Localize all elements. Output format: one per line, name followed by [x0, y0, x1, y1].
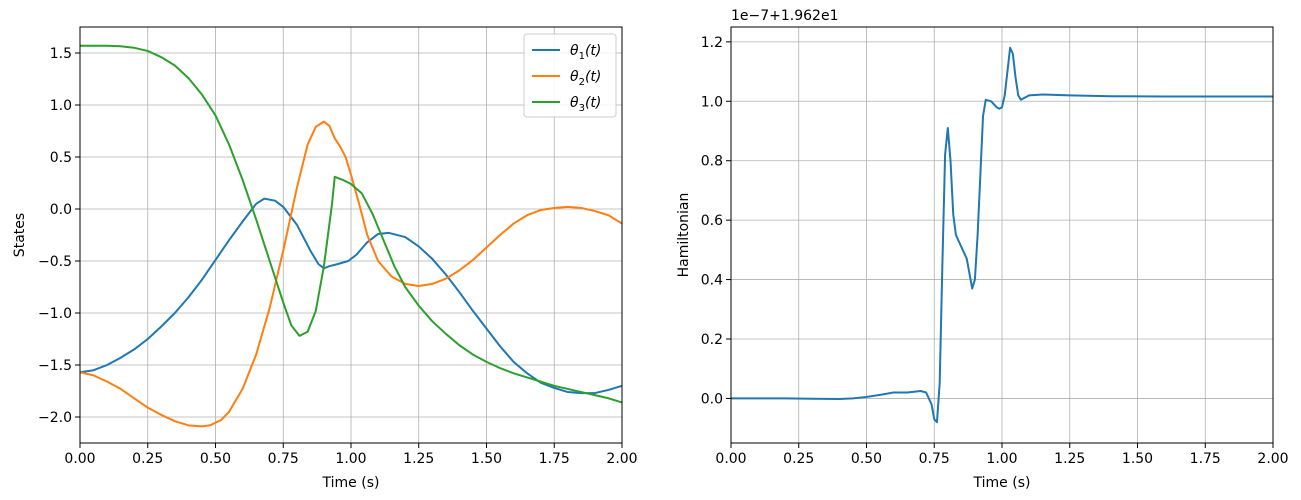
grid: [79, 27, 623, 443]
y-tick-label: 1.0: [701, 94, 723, 110]
x-tick-label: 1.25: [1054, 451, 1085, 467]
y-tick-label: 0.5: [50, 150, 72, 166]
y-tick-label: 1.0: [50, 98, 72, 114]
x-tick-label: 0.50: [851, 451, 882, 467]
legend-label-3: θ3(t): [570, 95, 601, 114]
y-tick-label: 1.5: [50, 46, 72, 62]
x-tick-label: 1.75: [1190, 451, 1221, 467]
x-tick-label: 1.75: [539, 451, 570, 467]
y-axis-label: States: [12, 213, 28, 257]
legend: θ1(t) θ2(t) θ3(t): [523, 33, 617, 118]
grid: [730, 27, 1274, 443]
y-offset-label: 1e−7+1.962e1: [731, 8, 839, 24]
x-tick-label: 1.00: [335, 451, 366, 467]
y-tick-label: 0.8: [701, 154, 723, 170]
x-tick-label: 2.00: [1257, 451, 1288, 467]
states-plot: 0.00 0.25 0.50 0.75 1.00 1.25 1.50 1.75 2.00 −2.0…: [12, 26, 638, 491]
x-tick-label: 0.25: [132, 451, 163, 467]
series-line-1: [79, 197, 623, 395]
series-line-1: [731, 46, 1273, 424]
x-tick-label: 0.50: [200, 451, 231, 467]
y-tick-label: −2.0: [38, 410, 72, 426]
hamiltonian-plot: 0.00 0.25 0.50 0.75 1.00 1.25 1.50 1.75 2.00 0.0 0…: [676, 8, 1289, 491]
y-tick-label: 0.2: [701, 332, 723, 348]
x-tick-label: 1.50: [471, 451, 502, 467]
legend-box: [523, 33, 617, 118]
x-tick-label: 0.25: [783, 451, 814, 467]
x-tick-label: 0.75: [919, 451, 950, 467]
y-tick-label: 0.0: [701, 391, 723, 407]
x-tick-label: 0.00: [64, 451, 95, 467]
x-tick-label: 2.00: [606, 451, 637, 467]
y-tick-label: 0.4: [701, 273, 723, 289]
x-tick-label: 0.75: [268, 451, 299, 467]
legend-label-1: θ1(t): [570, 43, 601, 62]
y-tick-label: 0.0: [50, 202, 72, 218]
series-line-2: [79, 120, 623, 428]
x-tick-label: 0.00: [715, 451, 746, 467]
y-tick-label: −1.0: [38, 306, 72, 322]
y-axis-label: Hamiltonian: [676, 193, 692, 278]
y-tick-label: −0.5: [38, 254, 72, 270]
legend-label-2: θ2(t): [570, 69, 601, 88]
x-axis-label: Time (s): [973, 475, 1031, 491]
series-line-3: [80, 44, 623, 404]
x-tick-label: 1.50: [1122, 451, 1153, 467]
y-tick-label: 0.6: [701, 213, 723, 229]
x-axis-label: Time (s): [322, 475, 380, 491]
y-tick-label: 1.2: [701, 35, 723, 51]
x-tick-label: 1.00: [986, 451, 1017, 467]
y-tick-label: −1.5: [38, 358, 72, 374]
x-tick-label: 1.25: [403, 451, 434, 467]
